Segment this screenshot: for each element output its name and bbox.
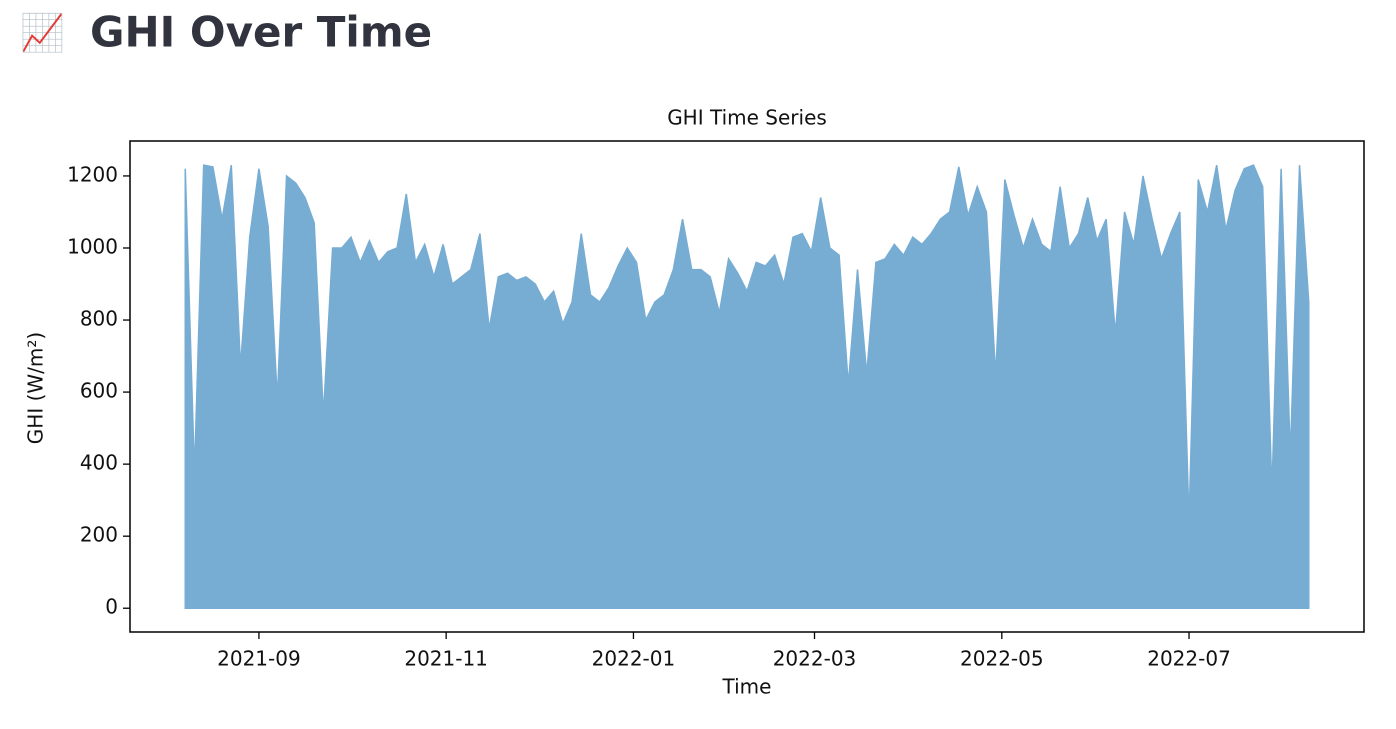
title-icon: 📈 [20,12,65,54]
y-tick-label: 600 [80,379,118,403]
x-tick-label: 2021-11 [404,647,488,671]
y-tick-label: 200 [80,523,118,547]
plot-frame [129,140,1365,633]
plot [184,164,1310,609]
x-tick-label: 2021-09 [217,647,301,671]
x-tick-label: 2022-05 [960,647,1044,671]
x-tick-label: 2022-03 [773,647,857,671]
y-tick-label: 0 [105,595,118,619]
y-tick-label: 800 [80,307,118,331]
x-tick-label: 2022-07 [1147,647,1231,671]
page-title: GHI Over Time [90,8,432,57]
y-axis-label: GHI (W/m²) [24,332,48,444]
ghi-series [184,164,1310,609]
x-axis-label: Time [722,675,772,699]
x-tick-label: 2022-01 [592,647,676,671]
chart-title: GHI Time Series [667,106,827,130]
y-tick-label: 1200 [67,162,118,186]
y-tick-label: 400 [80,451,118,475]
y-tick-label: 1000 [67,234,118,258]
